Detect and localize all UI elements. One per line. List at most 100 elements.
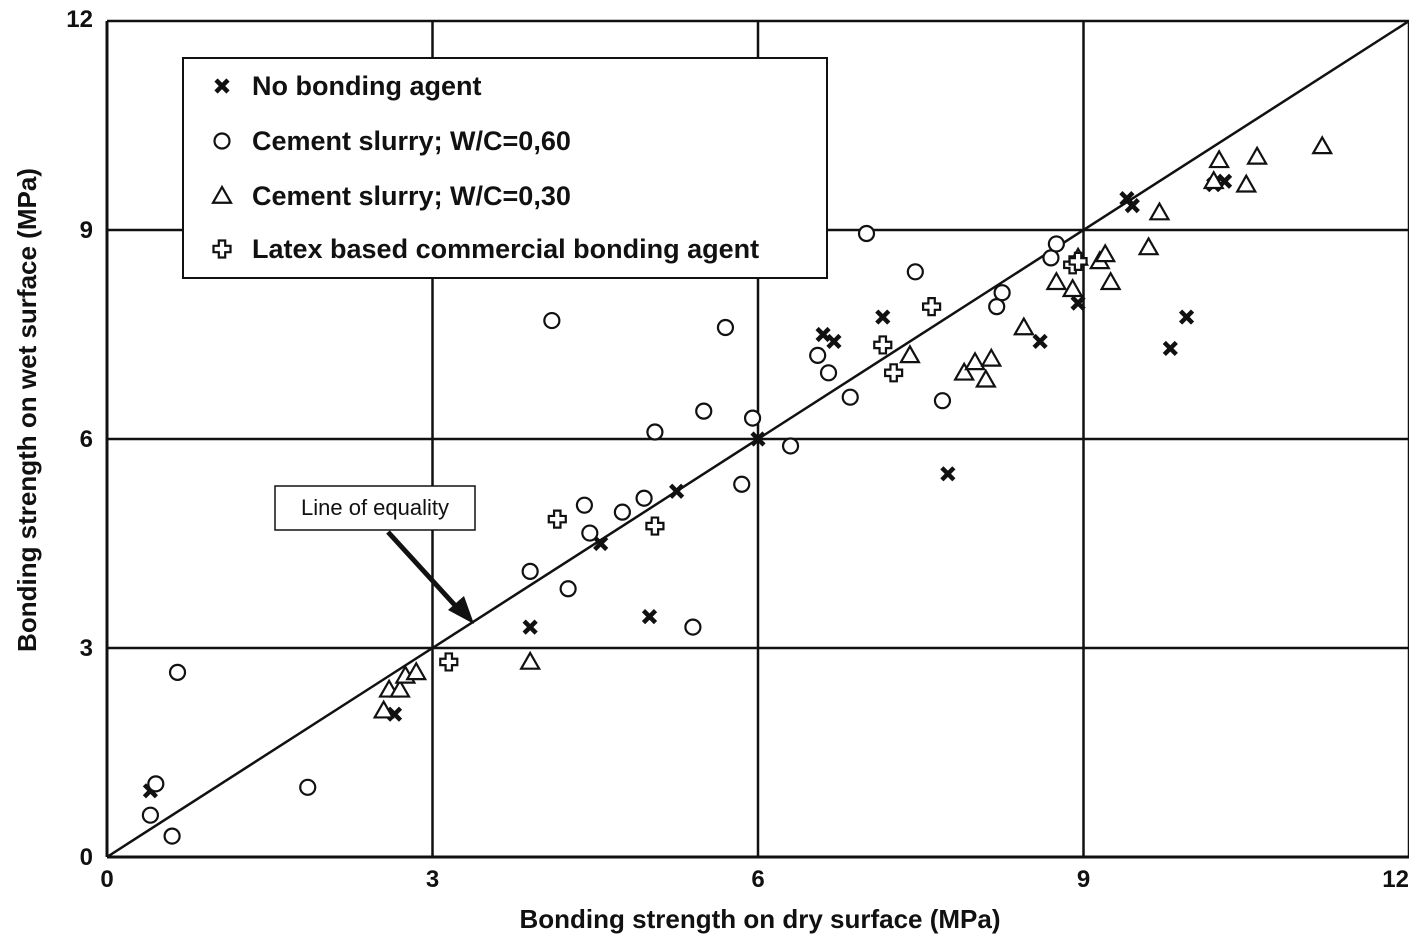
data-point-circle bbox=[521, 562, 539, 580]
data-points bbox=[141, 135, 1334, 845]
data-point-x bbox=[1032, 333, 1048, 350]
series-plus bbox=[439, 251, 1088, 672]
legend-label: Latex based commercial bonding agent bbox=[252, 234, 759, 264]
data-point-circle bbox=[781, 437, 800, 455]
data-point-circle bbox=[857, 224, 876, 243]
data-point-triangle bbox=[1208, 149, 1231, 169]
data-point-circle bbox=[716, 318, 735, 337]
data-point-triangle bbox=[1137, 236, 1160, 256]
data-point-triangle bbox=[1148, 201, 1171, 221]
data-point-circle bbox=[906, 263, 924, 281]
data-point-plus bbox=[884, 363, 904, 383]
data-point-triangle bbox=[1235, 173, 1258, 193]
data-point-triangle bbox=[1061, 277, 1084, 298]
legend-label: Cement slurry; W/C=0,60 bbox=[252, 126, 571, 156]
data-point-x bbox=[750, 431, 766, 447]
legend-label: Cement slurry; W/C=0,30 bbox=[252, 181, 571, 211]
data-point-triangle bbox=[980, 347, 1003, 367]
data-point-x bbox=[1162, 340, 1178, 357]
x-tick-label: 6 bbox=[751, 866, 764, 893]
data-point-triangle bbox=[1246, 145, 1268, 165]
x-axis-title: Bonding strength on dry surface (MPa) bbox=[519, 904, 1000, 934]
data-point-triangle bbox=[389, 678, 411, 698]
data-point-triangle bbox=[405, 661, 428, 681]
y-tick-label: 12 bbox=[66, 6, 93, 33]
annotation-arrowhead bbox=[448, 596, 474, 624]
data-point-triangle bbox=[519, 650, 542, 670]
data-point-x bbox=[1178, 309, 1195, 325]
series-triangle bbox=[372, 135, 1334, 719]
data-point-circle bbox=[163, 827, 181, 845]
data-point-circle bbox=[819, 364, 838, 382]
data-point-circle bbox=[147, 775, 165, 793]
series-x bbox=[142, 173, 1233, 799]
y-tick-label: 9 bbox=[80, 217, 93, 244]
data-point-plus bbox=[439, 652, 459, 672]
data-point-x bbox=[522, 619, 538, 635]
data-point-circle bbox=[743, 409, 762, 427]
y-axis-title: Bonding strength on wet surface (MPa) bbox=[12, 168, 42, 652]
data-point-x bbox=[669, 483, 685, 499]
axes bbox=[105, 21, 1409, 859]
data-point-circle bbox=[1047, 235, 1065, 253]
data-point-x bbox=[1124, 198, 1140, 214]
annotation-label: Line of equality bbox=[301, 495, 449, 520]
data-point-circle bbox=[168, 663, 187, 681]
data-point-triangle bbox=[1012, 316, 1035, 336]
data-point-x bbox=[641, 609, 658, 625]
data-point-circle bbox=[635, 489, 653, 507]
annotation-box bbox=[274, 485, 476, 531]
data-point-circle bbox=[733, 475, 751, 493]
legend-label: No bonding agent bbox=[252, 71, 481, 101]
legend-marker-x bbox=[214, 78, 230, 94]
data-point-circle bbox=[695, 402, 713, 420]
data-point-plus bbox=[645, 516, 665, 536]
tick-labels: 0 3 6 9 12 0 3 6 9 12 bbox=[66, 6, 1409, 893]
data-point-circle bbox=[646, 423, 664, 441]
data-point-circle bbox=[575, 496, 594, 514]
data-point-plus bbox=[873, 335, 893, 355]
legend: No bonding agent Cement slurry; W/C=0,60 C… bbox=[182, 57, 828, 279]
data-point-circle bbox=[1042, 249, 1060, 267]
data-point-x bbox=[826, 333, 842, 350]
data-point-x bbox=[815, 326, 831, 343]
data-point-plus bbox=[1068, 251, 1088, 271]
legend-marker-triangle bbox=[211, 184, 233, 204]
y-tick-label: 0 bbox=[80, 844, 93, 871]
y-tick-label: 6 bbox=[80, 426, 93, 453]
data-point-circle bbox=[581, 524, 599, 542]
data-point-circle bbox=[684, 618, 702, 636]
data-point-triangle bbox=[1311, 135, 1334, 155]
annotation-line-of-equality: Line of equality bbox=[274, 485, 476, 624]
data-point-triangle bbox=[1099, 271, 1122, 291]
data-point-circle bbox=[299, 778, 317, 796]
data-point-plus bbox=[921, 297, 942, 317]
data-point-triangle bbox=[964, 351, 986, 371]
x-tick-label: 9 bbox=[1077, 866, 1090, 893]
x-tick-label: 12 bbox=[1382, 866, 1409, 893]
data-point-triangle bbox=[953, 361, 976, 381]
x-tick-label: 3 bbox=[426, 866, 439, 893]
data-point-triangle bbox=[1045, 271, 1068, 291]
data-point-circle bbox=[988, 298, 1006, 316]
legend-box bbox=[182, 57, 828, 279]
data-point-circle bbox=[543, 311, 561, 330]
data-point-x bbox=[593, 535, 609, 552]
data-point-triangle bbox=[899, 344, 921, 364]
x-tick-label: 0 bbox=[100, 866, 113, 893]
annotation-arrow-shaft bbox=[386, 530, 464, 615]
data-point-circle bbox=[933, 392, 952, 410]
data-point-plus bbox=[547, 509, 567, 529]
data-point-x bbox=[1070, 295, 1086, 311]
data-point-triangle bbox=[1202, 170, 1225, 190]
data-point-circle bbox=[993, 284, 1011, 302]
y-tick-label: 3 bbox=[80, 635, 93, 662]
data-point-triangle bbox=[372, 699, 395, 719]
legend-marker-circle bbox=[213, 132, 231, 150]
data-point-circle bbox=[559, 580, 577, 598]
data-point-circle bbox=[809, 346, 827, 364]
data-point-x bbox=[940, 466, 956, 482]
data-point-circle bbox=[841, 388, 859, 406]
data-point-triangle bbox=[974, 368, 997, 388]
